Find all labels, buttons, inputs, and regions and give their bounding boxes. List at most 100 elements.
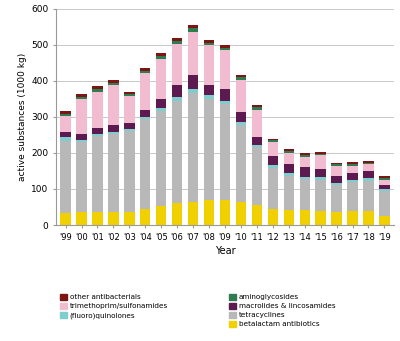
Bar [379,189,390,192]
Bar [252,205,262,225]
Bar [220,45,230,47]
Bar [347,211,358,225]
Bar [172,41,182,44]
Bar [347,162,358,164]
Bar [92,89,103,91]
Bar [300,153,310,155]
Bar [252,145,262,147]
Bar [76,212,87,225]
Bar [60,111,71,114]
Bar [332,164,342,166]
Bar [124,129,134,131]
Bar [188,93,198,202]
Bar [347,180,358,182]
Bar [76,139,87,142]
Bar [108,132,118,134]
Bar [316,155,326,169]
Bar [172,203,182,225]
Bar [379,192,390,216]
Bar [60,137,71,141]
Bar [156,59,166,99]
Bar [60,213,71,225]
Bar [220,200,230,225]
X-axis label: Year: Year [215,246,235,256]
Bar [140,117,150,119]
Bar [188,26,198,28]
Bar [363,211,374,225]
Bar [188,89,198,93]
Bar [108,85,118,125]
Bar [284,164,294,173]
Bar [268,143,278,156]
Bar [268,209,278,225]
Bar [204,95,214,99]
Bar [284,149,294,151]
Bar [60,114,71,116]
Bar [220,50,230,89]
Bar [332,176,342,183]
Bar [92,87,103,89]
Bar [316,152,326,153]
Bar [316,153,326,155]
Bar [156,206,166,225]
Bar [108,134,118,212]
Bar [220,101,230,104]
Y-axis label: active substances (1000 kg): active substances (1000 kg) [18,53,27,181]
Bar [332,183,342,186]
Bar [332,163,342,164]
Bar [156,108,166,111]
Bar [188,28,198,32]
Bar [140,69,150,71]
Bar [140,119,150,209]
Bar [268,168,278,209]
Bar [140,74,150,109]
Bar [268,140,278,143]
Bar [204,85,214,95]
Bar [204,200,214,225]
Bar [172,101,182,203]
Bar [124,212,134,225]
Bar [92,212,103,225]
Bar [220,47,230,50]
Bar [188,32,198,75]
Bar [347,182,358,211]
Bar [156,99,166,108]
Bar [220,104,230,200]
Bar [60,116,71,132]
Bar [140,109,150,117]
Bar [268,165,278,168]
Bar [236,80,246,113]
Bar [316,177,326,180]
Bar [172,85,182,97]
Bar [76,94,87,97]
Bar [347,164,358,165]
Bar [124,131,134,212]
Bar [60,141,71,213]
Bar [284,173,294,176]
Bar [236,75,246,77]
Bar [124,94,134,96]
Bar [316,211,326,225]
Bar [172,38,182,41]
Bar [332,212,342,225]
Bar [236,113,246,122]
Bar [300,179,310,210]
Bar [108,83,118,85]
Bar [108,80,118,83]
Bar [363,171,374,178]
Bar [92,136,103,212]
Bar [300,210,310,225]
Bar [236,125,246,202]
Bar [379,216,390,225]
Bar [379,180,390,184]
Bar [156,111,166,206]
Bar [252,107,262,109]
Bar [236,122,246,125]
Bar [204,45,214,85]
Bar [76,134,87,139]
Bar [379,176,390,178]
Bar [284,176,294,210]
Bar [316,169,326,177]
Bar [108,125,118,132]
Bar [300,157,310,167]
